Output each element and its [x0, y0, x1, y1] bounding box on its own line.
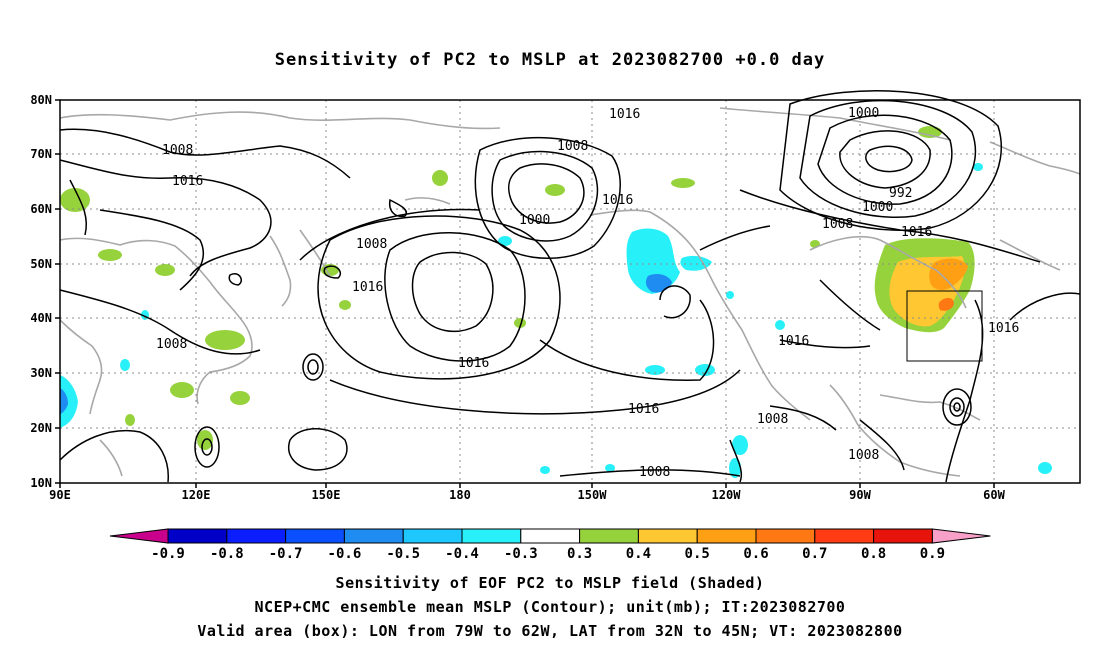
lon-label: 180: [449, 488, 471, 502]
contour-label: 1016: [458, 356, 489, 371]
colorbar-swatch: [755, 528, 816, 544]
contour-label: 1008: [356, 237, 387, 252]
contour-label: 1008: [822, 217, 853, 232]
negative-west-edge: [60, 375, 78, 428]
positive-peak-eastus: [929, 258, 968, 290]
lat-label: 30N: [30, 366, 52, 380]
colorbar-tick-label: -0.5: [386, 546, 420, 562]
contour-label: 1016: [628, 402, 659, 417]
contour-labels: 1016 1000 1008 1016 1008 1000 1016 992 1…: [156, 106, 1019, 480]
colorbar-tick-label: -0.7: [269, 546, 303, 562]
contour-label: 1008: [848, 448, 879, 463]
colorbar-tick-label: 0.8: [861, 546, 886, 562]
map-title: Sensitivity of PC2 to MSLP at 2023082700…: [274, 50, 826, 70]
colorbar-tick-label: 0.5: [685, 546, 710, 562]
lat-label: 60N: [30, 202, 52, 216]
colorbar-tick-label: -0.6: [328, 546, 362, 562]
valid-area-box: [906, 290, 983, 362]
axis-ticks: [55, 99, 995, 488]
contour-label: 1016: [988, 321, 1019, 336]
colorbar-swatch: [696, 528, 757, 544]
lat-label: 70N: [30, 147, 52, 161]
colorbar-swatch: [167, 528, 228, 544]
colorbar-tick-label: 0.4: [626, 546, 651, 562]
colorbar-tick-label: -0.9: [151, 546, 185, 562]
colorbar-swatch: [579, 528, 639, 544]
colorbar-swatch: [814, 528, 875, 544]
lon-label: 90E: [49, 488, 71, 502]
colorbar-tick-label: 0.7: [802, 546, 827, 562]
lon-label: 120W: [712, 488, 742, 502]
caption-line-2: NCEP+CMC ensemble mean MSLP (Contour); u…: [254, 598, 846, 616]
contour-label: 1008: [162, 143, 193, 158]
positive-peak2: [938, 297, 954, 311]
lat-label: 50N: [30, 257, 52, 271]
colorbar-swatch: [226, 528, 287, 544]
colorbar-low-arrow: [109, 528, 169, 544]
colorbar-tick-label: 0.6: [743, 546, 768, 562]
contour-label: 1016: [352, 280, 383, 295]
negative-pacific2: [680, 255, 712, 271]
shading-layer: [60, 126, 1052, 478]
colorbar-tick-label: -0.8: [210, 546, 244, 562]
lat-label: 20N: [30, 421, 52, 435]
colorbar-swatch: [520, 528, 581, 544]
contour-label: 1000: [848, 106, 879, 121]
lat-label: 10N: [30, 476, 52, 490]
contour-label: 1016: [778, 334, 809, 349]
colorbar-tick-label: 0.3: [567, 546, 592, 562]
colorbar-swatch: [343, 528, 404, 544]
mslp-contours: [59, 89, 1081, 483]
grid-lines: [60, 100, 1080, 483]
contour-label: 1008: [757, 412, 788, 427]
lon-label: 150W: [578, 488, 608, 502]
colorbar-tick-label: 0.9: [920, 546, 945, 562]
colorbar-high-arrow: [931, 528, 991, 544]
lon-label: 90W: [849, 488, 871, 502]
contour-label: 1016: [172, 174, 203, 189]
contour-label: 1000: [862, 200, 893, 215]
contour-label: 1008: [639, 465, 670, 480]
latitude-labels: 80N 70N 60N 50N 40N 30N 20N 10N: [30, 93, 52, 490]
contour-label: 1008: [557, 139, 588, 154]
negative-west-core: [60, 388, 68, 414]
lat-label: 40N: [30, 311, 52, 325]
lat-label: 80N: [30, 93, 52, 107]
lon-label: 60W: [983, 488, 1005, 502]
colorbar-tick-label: -0.3: [504, 546, 538, 562]
colorbar-swatch: [873, 528, 933, 544]
contour-label: 1016: [609, 107, 640, 122]
colorbar-tick-label: -0.4: [445, 546, 479, 562]
contour-label: 992: [889, 186, 912, 201]
caption-line-1: Sensitivity of EOF PC2 to MSLP field (Sh…: [335, 574, 765, 592]
lon-label: 150E: [312, 488, 341, 502]
colorbar-swatch: [285, 528, 345, 544]
positive-small-patches: [60, 126, 942, 450]
lon-label: 120E: [182, 488, 211, 502]
coastlines: [59, 107, 1081, 477]
map-frame: [59, 99, 1081, 484]
colorbar-swatch: [461, 528, 522, 544]
colorbar-swatch: [637, 528, 698, 544]
contour-label: 1016: [901, 225, 932, 240]
longitude-labels: 90E 120E 150E 180 150W 120W 90W 60W: [49, 488, 1005, 502]
contour-label: 1008: [156, 337, 187, 352]
colorbar-swatch: [402, 528, 463, 544]
contour-label: 1016: [602, 193, 633, 208]
caption-line-3: Valid area (box): LON from 79W to 62W, L…: [197, 622, 903, 640]
colorbar: -0.9 -0.8 -0.7 -0.6 -0.5 -0.4 -0.3 0.3 0.4 0.5 0.6…: [109, 528, 991, 562]
contour-label: 1000: [519, 213, 550, 228]
